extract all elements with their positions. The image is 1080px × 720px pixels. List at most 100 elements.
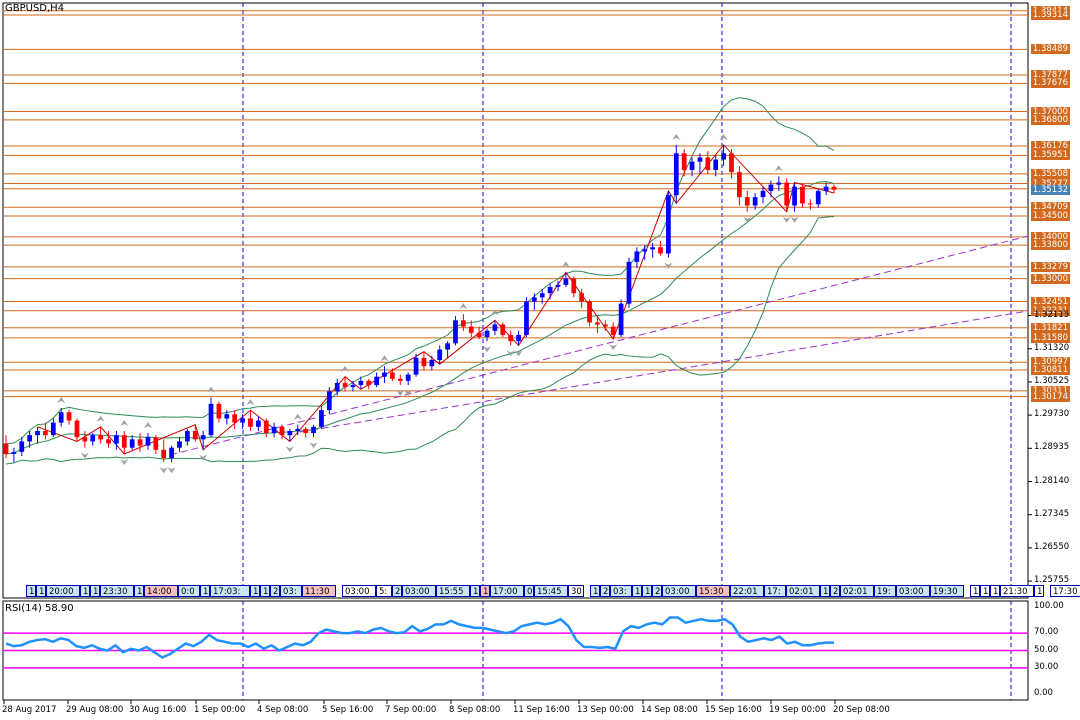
candle-body	[121, 435, 127, 448]
current-price-label: 1.35132	[1031, 184, 1070, 195]
candle-body	[673, 153, 679, 196]
time-tag: 17:	[764, 585, 786, 597]
rsi-line	[5, 616, 834, 659]
price-level-label: 1.31580	[1031, 332, 1070, 343]
candle-body	[831, 186, 837, 190]
fractal-up-icon	[293, 413, 302, 420]
price-axis-label: 1.25755	[1034, 575, 1070, 586]
candle-body	[303, 428, 309, 434]
candle-body	[453, 320, 458, 344]
time-tag: 2	[270, 585, 280, 597]
time-tag: 1	[90, 585, 100, 597]
time-axis-label: 13 Sep 00:00	[577, 705, 634, 715]
price-level-label: 1.30311	[1031, 385, 1070, 396]
time-tag: 1	[1034, 585, 1044, 597]
fractal-down-icon	[309, 442, 318, 449]
time-tag: 0:0	[178, 585, 200, 597]
candle-body	[516, 334, 521, 342]
time-axis-label: 29 Aug 08:00	[66, 705, 124, 715]
candle-body	[397, 378, 403, 381]
candle-body	[114, 435, 119, 444]
candle-body	[279, 426, 285, 436]
candle-body	[43, 430, 48, 436]
candle-body	[66, 412, 72, 421]
fractal-up-icon	[490, 309, 499, 316]
fractal-down-icon	[159, 467, 168, 474]
time-axis-label: 5 Sep 16:00	[322, 705, 374, 715]
fractal-up-icon	[672, 133, 681, 140]
candle-body	[271, 426, 277, 434]
price-level-label: 1.33279	[1031, 261, 1070, 272]
fractal-up-icon	[380, 355, 389, 362]
time-tag: 17:00	[490, 585, 524, 597]
time-tag: 2	[652, 585, 662, 597]
time-tag: 03:00	[342, 585, 376, 597]
candle-body	[610, 326, 616, 335]
fractal-down-icon	[199, 454, 208, 461]
price-axis-label: 1.28140	[1034, 475, 1070, 486]
candle-body	[106, 439, 111, 444]
bollinger-lower	[5, 216, 835, 465]
fractal-down-icon	[664, 262, 673, 269]
candle-body	[500, 324, 506, 335]
time-tag: 1	[26, 585, 36, 597]
time-tag: 5:	[376, 585, 392, 597]
candle-body	[823, 186, 829, 191]
candle-body	[768, 184, 774, 191]
candle-body	[602, 324, 608, 327]
time-axis-label: 1 Sep 00:00	[194, 705, 246, 715]
candle-body	[382, 372, 387, 377]
fractal-up-icon	[207, 386, 216, 393]
time-axis-label: 15 Sep 16:00	[705, 705, 762, 715]
candle-body	[445, 343, 450, 350]
candle-body	[90, 435, 96, 442]
candle-body	[555, 284, 561, 287]
candle-body	[287, 430, 293, 436]
time-axis-label: 4 Sep 08:00	[257, 705, 309, 715]
time-tag: 2	[830, 585, 840, 597]
candle-body	[405, 374, 411, 381]
candle-body	[350, 385, 356, 388]
fractal-up-icon	[143, 422, 152, 429]
trend-line-lower	[299, 310, 1029, 433]
candle-body	[697, 157, 703, 162]
candle-body	[468, 326, 474, 333]
price-level-label: 1.30174	[1031, 391, 1070, 402]
time-tag: 20:00	[46, 585, 80, 597]
candle-body	[255, 420, 261, 427]
candle-body	[563, 278, 569, 285]
time-tag: 14:00	[144, 585, 178, 597]
price-axis-label: 1.26550	[1034, 541, 1070, 552]
time-tag: 17:03:	[210, 585, 250, 597]
candle-body	[185, 430, 190, 442]
candle-body	[82, 437, 88, 442]
time-tag: 1	[590, 585, 600, 597]
candle-body	[58, 412, 64, 423]
price-level-label: 1.30997	[1031, 357, 1070, 368]
time-tag: 03:	[610, 585, 632, 597]
zigzag-line	[37, 144, 835, 455]
candle-body	[666, 195, 671, 254]
rsi-axis-label: 50.00	[1034, 644, 1059, 655]
candle-body	[208, 403, 214, 436]
price-axis-label: 1.27345	[1034, 508, 1070, 519]
candle-body	[27, 435, 33, 442]
price-axis-label: 1.28935	[1034, 442, 1070, 453]
candle-body	[571, 278, 577, 294]
candle-body	[3, 443, 9, 454]
candle-body	[98, 435, 103, 440]
time-tag: 19:30	[930, 585, 964, 597]
rsi-axis-label: 30.00	[1034, 661, 1059, 672]
fractal-up-icon	[341, 365, 350, 372]
candle-body	[216, 403, 222, 419]
time-tag: 03:00	[402, 585, 436, 597]
time-tag: 2	[392, 585, 402, 597]
candle-body	[634, 251, 640, 262]
price-axis-label: 1.32115	[1034, 309, 1070, 320]
candle-body	[776, 182, 782, 185]
fractal-up-icon	[96, 415, 105, 422]
candle-body	[129, 439, 135, 448]
candle-body	[461, 320, 466, 327]
candle-body	[800, 186, 805, 204]
